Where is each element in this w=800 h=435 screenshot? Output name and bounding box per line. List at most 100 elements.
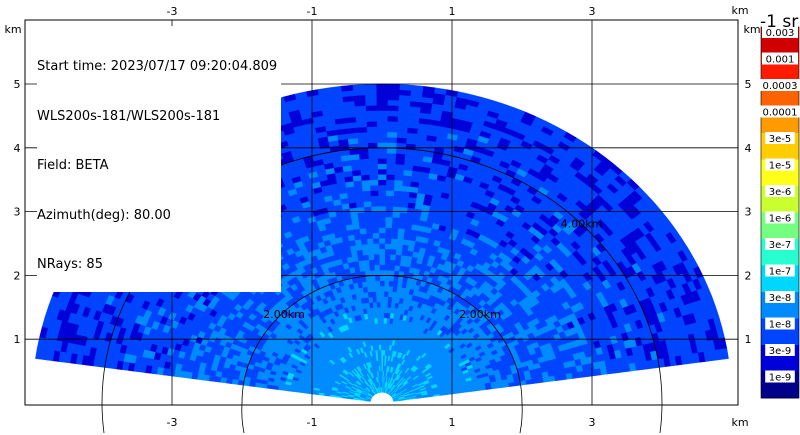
beta-cell	[277, 386, 285, 391]
beta-cell	[391, 216, 400, 224]
beta-cell	[387, 105, 399, 112]
beta-cell	[378, 200, 386, 207]
x-tick-labels-bottom: -3 -1 1 3	[167, 416, 596, 429]
beta-cell	[384, 264, 390, 271]
beta-cell	[225, 377, 233, 385]
beta-cell	[376, 110, 388, 117]
y-axis-label-left: km	[4, 23, 21, 36]
beta-cell	[402, 239, 410, 246]
y-tick-label: 2	[14, 269, 21, 282]
beta-cell	[378, 211, 386, 218]
beta-cell	[391, 296, 396, 303]
beta-cell	[400, 254, 407, 262]
beta-cell	[377, 163, 387, 170]
beta-cell	[352, 180, 363, 187]
beta-cell	[397, 105, 410, 112]
beta-cell	[389, 248, 397, 255]
beta-cell	[379, 259, 385, 265]
beta-cell	[353, 185, 363, 193]
beta-cell	[400, 249, 408, 257]
y-tick-label: 1	[745, 333, 752, 346]
beta-cell	[367, 248, 375, 255]
beta-cell	[359, 163, 370, 171]
beta-cell	[391, 222, 399, 229]
beta-cell	[394, 254, 402, 261]
beta-cell	[396, 233, 405, 240]
beta-cell	[352, 89, 366, 96]
beta-cell	[398, 100, 411, 107]
beta-cell	[397, 110, 410, 118]
beta-cell	[397, 121, 409, 128]
beta-cell	[404, 223, 413, 230]
beta-cell	[357, 137, 368, 144]
x-tick-label: 1	[449, 5, 456, 18]
beta-cell	[368, 259, 375, 266]
beta-cell	[388, 280, 394, 287]
beta-cell	[353, 94, 366, 102]
beta-cell	[379, 291, 385, 297]
beta-cell	[366, 121, 378, 128]
beta-cell	[260, 383, 268, 389]
beta-cell	[365, 222, 373, 229]
beta-cell	[365, 110, 377, 117]
beta-cell	[358, 222, 367, 230]
beta-cell	[384, 269, 390, 276]
beta-cell	[385, 328, 390, 335]
beta-cell	[389, 259, 396, 266]
beta-cell	[380, 323, 384, 329]
beta-cell	[266, 384, 274, 390]
beta-cell	[376, 307, 381, 313]
beta-cell	[375, 291, 381, 298]
beta-cell	[357, 217, 366, 224]
beta-cell	[377, 158, 387, 165]
range-ring-label: 2.00km	[459, 308, 501, 321]
beta-cell	[387, 291, 393, 298]
beta-cell	[370, 285, 377, 292]
beta-cell	[356, 131, 368, 139]
x-tick-label: 1	[449, 416, 456, 429]
beta-cell	[377, 190, 387, 196]
beta-cell	[384, 248, 391, 255]
beta-cell	[386, 126, 398, 133]
beta-cell	[367, 152, 378, 159]
beta-cell	[401, 185, 411, 193]
beta-cell	[372, 227, 380, 234]
beta-cell	[377, 317, 381, 324]
beta-cell	[283, 387, 291, 392]
beta-cell	[398, 265, 406, 272]
beta-cell	[350, 159, 361, 166]
beta-cell	[361, 243, 369, 251]
beta-cell	[387, 296, 393, 303]
x-axis-label-top: km	[731, 4, 748, 17]
beta-cell	[399, 260, 407, 267]
beta-cell	[386, 131, 398, 138]
beta-cell	[352, 84, 365, 91]
beta-cell	[378, 216, 386, 223]
beta-cell	[397, 227, 405, 235]
beta-cell	[367, 243, 374, 250]
beta-cell	[401, 180, 412, 187]
beta-cell	[374, 269, 380, 276]
beta-cell	[376, 312, 381, 319]
beta-cell	[372, 232, 380, 239]
beta-cell	[385, 168, 396, 175]
beta-cell	[366, 238, 374, 245]
beta-cell	[386, 317, 391, 324]
beta-cell	[220, 377, 228, 384]
beta-cell	[399, 84, 412, 91]
beta-cell	[361, 179, 371, 187]
beta-cell	[352, 228, 361, 236]
beta-cell	[370, 200, 379, 207]
range-ring-label: 4.00km	[561, 218, 603, 231]
beta-cell	[377, 168, 387, 175]
beta-cell	[271, 385, 279, 390]
beta-cell	[379, 269, 385, 276]
beta-cell	[364, 99, 377, 106]
beta-cell	[363, 200, 372, 208]
beta-cell	[391, 227, 399, 234]
beta-cell	[369, 174, 379, 181]
beta-cell	[248, 381, 256, 387]
beta-cell	[392, 280, 399, 288]
beta-cell	[380, 344, 384, 350]
